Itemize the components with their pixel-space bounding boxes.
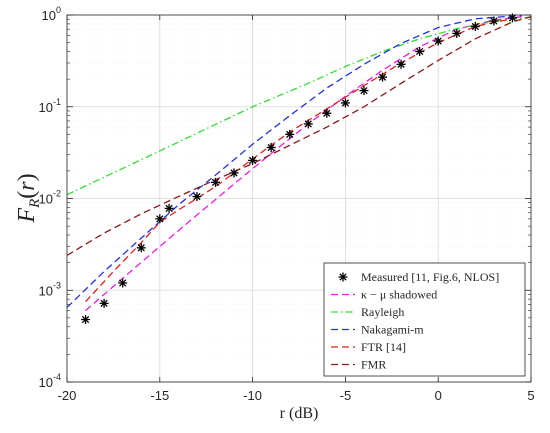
data-point	[266, 142, 276, 152]
marker-stroke	[100, 299, 108, 307]
data-point	[81, 314, 91, 324]
legend-box	[323, 262, 526, 377]
y-tick-base: 10	[42, 8, 56, 23]
y-tick-base: 10	[39, 283, 53, 298]
marker-stroke	[230, 169, 238, 177]
y-tick-exponent: -1	[53, 97, 61, 107]
data-point	[470, 21, 480, 31]
y-axis-label: FR(r)	[14, 173, 43, 223]
data-point	[164, 203, 174, 213]
data-point	[136, 243, 146, 253]
legend-label: FMR	[361, 358, 386, 372]
legend-item: Rayleigh	[331, 305, 404, 319]
data-point	[433, 36, 443, 46]
y-tick-base: 10	[39, 375, 53, 390]
marker-stroke	[323, 109, 331, 117]
marker-stroke	[137, 244, 145, 252]
marker-stroke	[211, 178, 220, 186]
data-point	[340, 98, 350, 108]
legend: Measured [11, Fig.6, NLOS] κ − μ shadowed…	[323, 262, 526, 377]
data-point	[118, 278, 128, 288]
legend-label: Measured [11, Fig.6, NLOS]	[361, 270, 499, 284]
marker-stroke	[165, 204, 173, 213]
y-tick-label: 100	[42, 5, 61, 23]
legend-label: Rayleigh	[361, 305, 404, 319]
y-tick-exponent: 0	[56, 5, 61, 15]
marker-stroke	[415, 47, 424, 56]
x-tick-label: -20	[58, 388, 77, 403]
data-point	[359, 86, 369, 96]
y-tick-exponent: -4	[53, 372, 61, 382]
data-point	[489, 16, 499, 26]
marker-stroke	[360, 86, 368, 95]
data-point	[322, 108, 332, 118]
y-axis-label-paren-open: (	[14, 191, 40, 199]
data-point	[452, 28, 462, 38]
y-axis-label-sub: R	[27, 199, 43, 209]
legend-item: FTR [14]	[331, 340, 406, 354]
marker-stroke	[471, 22, 479, 31]
legend-marker	[338, 272, 348, 282]
data-point	[99, 298, 109, 308]
data-point	[507, 13, 517, 23]
marker-stroke	[156, 215, 164, 223]
y-tick-label: 10-1	[39, 97, 61, 115]
marker-stroke	[193, 192, 201, 201]
y-tick-base: 10	[39, 100, 53, 115]
series-layer	[66, 13, 532, 324]
marker-stroke	[341, 99, 350, 107]
y-tick-exponent: -2	[53, 189, 61, 199]
axis-ticks	[66, 14, 532, 383]
legend-label: FTR [14]	[361, 340, 406, 354]
legend-item: FMR	[331, 358, 386, 372]
data-point	[285, 129, 295, 139]
y-tick-exponent: -3	[53, 280, 61, 290]
data-point	[248, 155, 258, 165]
y-tick-base: 10	[39, 192, 53, 207]
x-tick-label: -15	[150, 388, 169, 403]
y-axis-label-paren-close: )	[14, 173, 40, 181]
marker-stroke	[490, 17, 498, 25]
x-axis-label: r (dB)	[280, 405, 319, 422]
x-tick-label: -5	[340, 388, 352, 403]
x-tick-label: -10	[243, 388, 262, 403]
marker-stroke	[286, 130, 294, 139]
x-tick-label: 5	[527, 388, 534, 403]
legend-label: κ − μ shadowed	[361, 288, 437, 302]
marker-stroke	[434, 37, 442, 45]
y-tick-label: 10-2	[39, 189, 61, 207]
svg-text:FR(r): FR(r)	[14, 173, 43, 223]
legend-label: Nakagami-m	[361, 323, 424, 337]
data-point	[396, 59, 406, 69]
y-axis-label-main: F	[14, 208, 40, 224]
marker-stroke	[267, 143, 275, 152]
marker-stroke	[248, 156, 257, 165]
data-point	[155, 214, 165, 224]
y-tick-label: 10-4	[39, 372, 61, 390]
marker-stroke	[119, 279, 127, 287]
x-tick-label: 0	[435, 388, 442, 403]
series-line	[66, 16, 532, 256]
data-point	[229, 168, 239, 178]
legend-item: κ − μ shadowed	[331, 288, 437, 302]
legend-item: Measured [11, Fig.6, NLOS]	[338, 270, 499, 284]
marker-stroke	[508, 14, 517, 22]
y-axis-label-arg: r	[14, 181, 40, 191]
data-point	[303, 119, 313, 129]
marker-stroke	[339, 273, 347, 281]
y-tick-label: 10-3	[39, 280, 61, 298]
data-point	[210, 177, 220, 187]
marker-stroke	[397, 60, 405, 68]
data-point	[415, 47, 425, 57]
marker-stroke	[304, 120, 312, 128]
legend-item: Nakagami-m	[331, 323, 424, 337]
marker-stroke	[378, 73, 387, 81]
marker-stroke	[81, 315, 90, 324]
data-point	[192, 192, 202, 202]
data-point	[378, 72, 388, 82]
marker-stroke	[453, 29, 461, 38]
series-line	[66, 14, 522, 308]
